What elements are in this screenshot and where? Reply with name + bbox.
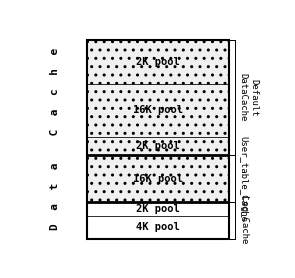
Text: D  a  t  a    C  a  c  h  e: D a t a C a c h e xyxy=(50,48,60,230)
Bar xyxy=(87,216,229,239)
Text: 16K pool: 16K pool xyxy=(133,105,183,115)
Bar xyxy=(87,202,229,216)
Text: 2K pool: 2K pool xyxy=(136,57,180,67)
Bar xyxy=(87,155,229,202)
Text: 16K pool: 16K pool xyxy=(133,174,183,184)
Text: 2K pool: 2K pool xyxy=(136,141,180,151)
Text: 4K pool: 4K pool xyxy=(136,222,180,232)
Text: 2K pool: 2K pool xyxy=(136,204,180,214)
Bar xyxy=(87,137,229,155)
Text: Default
DataCache: Default DataCache xyxy=(239,73,258,122)
Text: User_table_Cache: User_table_Cache xyxy=(239,136,248,222)
Bar xyxy=(87,84,229,137)
Bar xyxy=(87,40,229,84)
Text: Log_Cache: Log_Cache xyxy=(239,196,248,245)
Bar xyxy=(87,40,229,239)
